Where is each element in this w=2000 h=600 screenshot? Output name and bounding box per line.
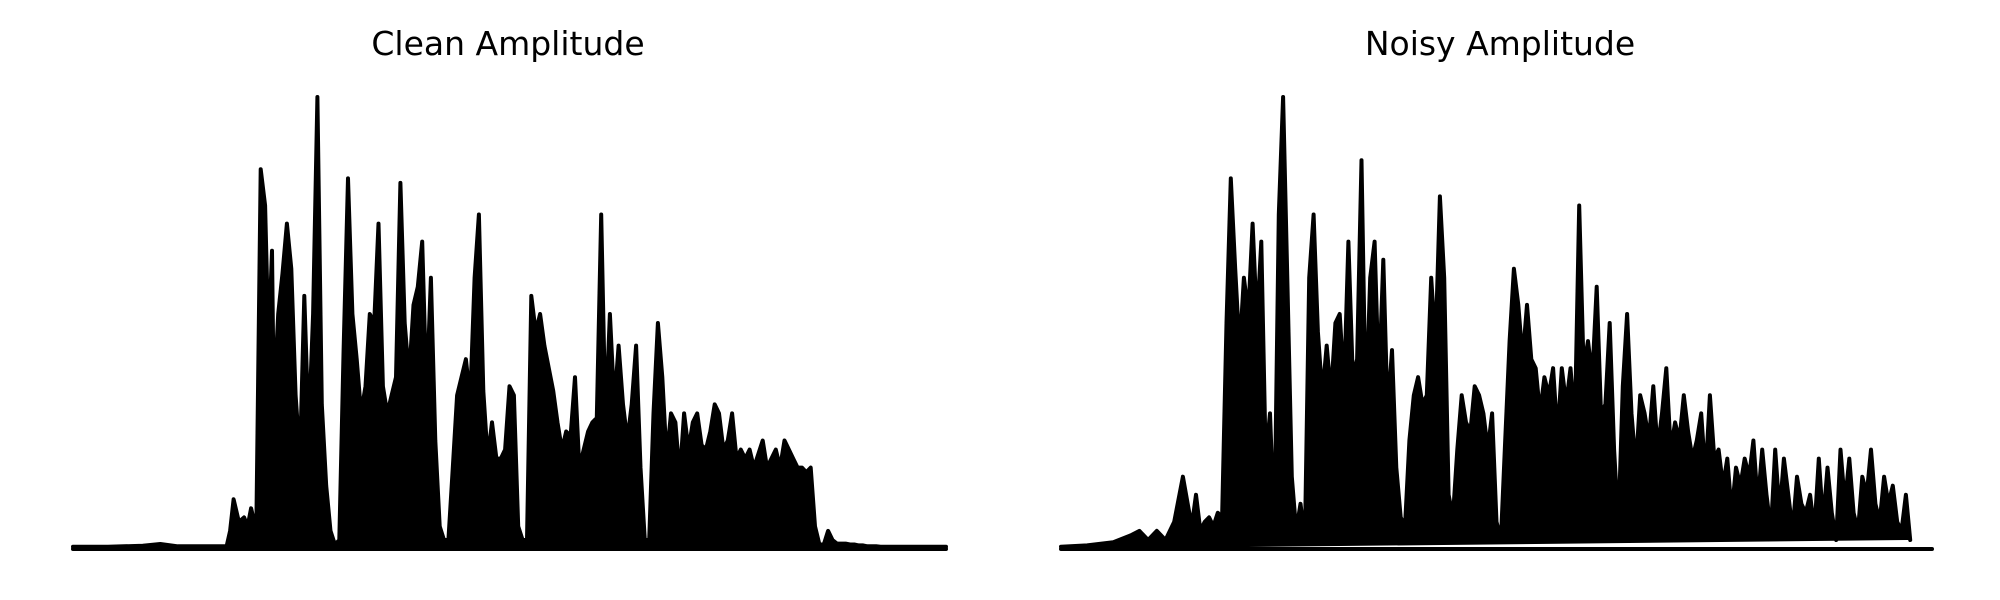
clean-amplitude-plot bbox=[71, 95, 948, 551]
chart-title: Clean Amplitude bbox=[371, 24, 645, 63]
amplitude-area bbox=[71, 95, 948, 551]
amplitude-line bbox=[1059, 95, 1913, 549]
noisy-amplitude-panel: Noisy Amplitude bbox=[1000, 0, 2000, 600]
clean-amplitude-panel: Clean Amplitude bbox=[71, 24, 948, 551]
noisy-amplitude-plot bbox=[1059, 95, 1934, 551]
amplitude-line bbox=[71, 95, 948, 549]
chart-title: Noisy Amplitude bbox=[1364, 24, 1636, 63]
